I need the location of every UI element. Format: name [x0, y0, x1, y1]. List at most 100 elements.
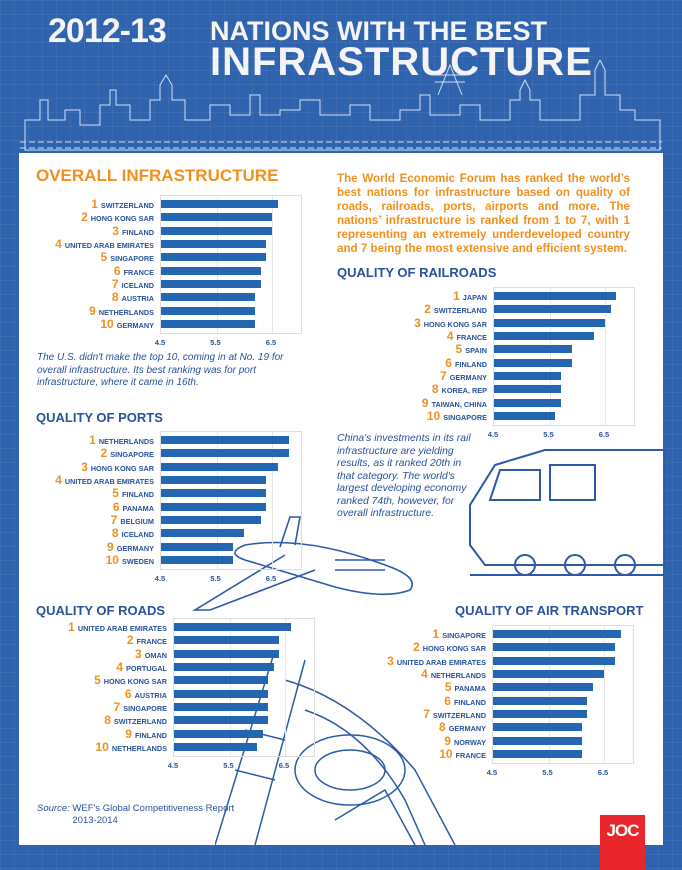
title-line1: NATIONS WITH THE BEST — [210, 16, 547, 46]
bar — [493, 750, 582, 759]
rank-number: 5 — [444, 680, 452, 695]
row-label: 3 FINLAND — [112, 224, 154, 239]
country-label: SINGAPORE — [110, 254, 154, 264]
rank-number: 3 — [81, 459, 88, 474]
bar-row: 9 TAIWAN, CHINA — [422, 396, 633, 409]
country-label: GERMANY — [449, 373, 487, 383]
bar-row: 4 PORTUGAL — [116, 660, 313, 674]
gridline — [216, 196, 218, 333]
row-label: 3 OMAN — [135, 647, 167, 662]
row-label: 9 GERMANY — [107, 540, 154, 555]
airplane-illustration — [192, 516, 413, 611]
gridline — [272, 196, 273, 333]
rank-number: 7 — [423, 707, 430, 722]
overall-infrastructure-title: OVERALL INFRASTRUCTURE — [36, 166, 279, 185]
city-skyline-illustration — [20, 60, 662, 151]
rank-number: 1 — [91, 197, 98, 211]
country-label: FINLAND — [121, 227, 154, 237]
bar — [161, 476, 267, 485]
bar — [494, 385, 561, 394]
country-label: SWITZERLAND — [432, 711, 486, 721]
row-label: 1 SWITZERLAND — [91, 197, 154, 212]
plot-area — [160, 431, 302, 570]
bar — [494, 345, 572, 354]
row-label: 5 SINGAPORE — [101, 250, 154, 265]
x-tick-label: 6.5 — [278, 760, 290, 770]
bar-row: 7 SWITZERLAND — [423, 707, 632, 721]
country-label: FRANCE — [123, 267, 154, 277]
country-label: NETHERLANDS — [430, 671, 486, 681]
row-label: 2 FRANCE — [127, 633, 167, 648]
bar — [161, 556, 234, 565]
country-label: AUSTRIA — [134, 690, 167, 700]
bar-row: 4 FRANCE — [447, 329, 633, 343]
row-label: 1 SINGAPORE — [433, 627, 486, 642]
country-label: NORWAY — [453, 737, 486, 747]
bar-row: 7 ICELAND — [112, 277, 300, 291]
row-label: 7 SINGAPORE — [114, 700, 167, 715]
row-label: 9 NORWAY — [444, 734, 486, 749]
bar-row: 5 SPAIN — [456, 342, 633, 356]
bar — [494, 318, 605, 327]
rank-number: 3 — [135, 646, 142, 661]
country-label: AUSTRIA — [121, 294, 154, 304]
bar-row: 8 AUSTRIA — [112, 290, 300, 304]
bar — [161, 226, 272, 235]
bar — [493, 696, 588, 705]
bar — [493, 710, 588, 719]
country-label: OMAN — [144, 650, 167, 660]
bar-row: 3 HONG KONG SAR — [414, 316, 633, 329]
country-label: FRANCE — [456, 333, 487, 343]
rank-number: 2 — [424, 302, 431, 317]
x-tick-label: 4.5 — [167, 760, 179, 770]
rank-number: 10 — [426, 409, 441, 424]
country-label: NETHERLANDS — [98, 437, 154, 446]
bar — [493, 643, 616, 652]
bar-row: 10 SINGAPORE — [427, 409, 633, 423]
country-label: FINLAND — [454, 359, 487, 369]
rank-number: 10 — [95, 740, 109, 755]
bar — [161, 213, 272, 222]
rank-number: 6 — [445, 355, 452, 370]
train-illustration — [469, 449, 665, 576]
rank-number: 6 — [112, 499, 120, 514]
row-label: 1 JAPAN — [453, 289, 487, 304]
country-label: HONG KONG SAR — [422, 644, 486, 654]
bar-row: 1 SINGAPORE — [433, 627, 632, 641]
row-label: 8 AUSTRIA — [112, 290, 154, 305]
china-note: China's investments in its rail infrastr… — [337, 433, 471, 519]
x-tick-label: 5.5 — [542, 767, 553, 777]
bar-row: 8 SWITZERLAND — [104, 713, 313, 727]
rank-number: 9 — [421, 395, 429, 410]
bar-row: 9 FINLAND — [125, 727, 313, 740]
country-label: KOREA, REP — [441, 386, 487, 396]
row-label: 10 NETHERLANDS — [96, 740, 168, 755]
bar — [493, 736, 582, 745]
bar-row: 9 NETHERLANDS — [89, 304, 300, 317]
bar — [174, 663, 274, 672]
country-label: FRANCE — [136, 637, 167, 647]
row-label: 5 SPAIN — [456, 342, 487, 357]
gridline — [272, 432, 273, 569]
rank-number: 5 — [94, 673, 101, 688]
rank-number: 8 — [111, 290, 119, 305]
bar — [161, 529, 245, 538]
source-label: Source: — [37, 803, 70, 814]
rank-number: 1 — [432, 627, 440, 641]
country-label: HONG KONG SAR — [423, 319, 487, 329]
bar — [161, 542, 234, 551]
bar — [494, 332, 594, 341]
country-label: SINGAPORE — [123, 704, 167, 714]
gridline — [604, 626, 605, 763]
bar — [493, 630, 621, 638]
us-note: The U.S. didn't make the top 10, coming … — [37, 352, 284, 388]
plot-area — [173, 618, 315, 757]
bar-row: 3 FINLAND — [112, 224, 300, 237]
bar-row: 8 GERMANY — [439, 720, 632, 734]
bar-row: 9 NORWAY — [444, 734, 632, 747]
rank-number: 9 — [89, 303, 96, 318]
rank-number: 3 — [387, 653, 394, 668]
bar — [161, 293, 256, 302]
row-label: 4 UNITED ARAB EMIRATES — [55, 237, 154, 252]
row-label: 6 FINLAND — [445, 356, 487, 371]
